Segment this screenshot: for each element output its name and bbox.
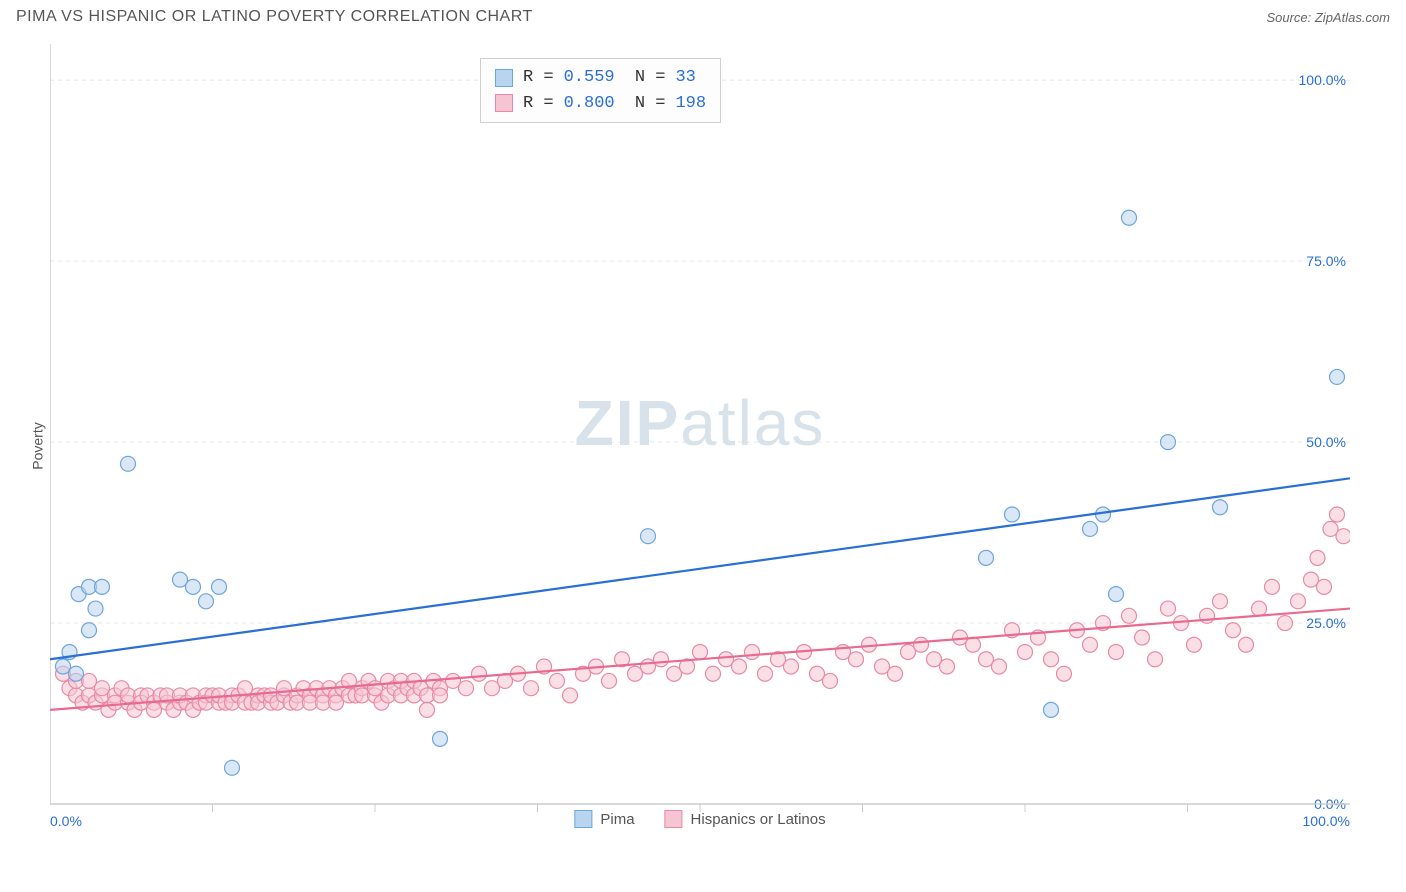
data-point (1291, 594, 1306, 609)
data-point (849, 652, 864, 667)
r-value: 0.800 (564, 91, 615, 117)
swatch-pima (495, 69, 513, 87)
legend-item: Hispanics or Latinos (665, 810, 826, 828)
data-point (654, 652, 669, 667)
data-point (1330, 369, 1345, 384)
data-point (95, 579, 110, 594)
swatch-pima (574, 810, 592, 828)
data-point (745, 645, 760, 660)
data-point (433, 688, 448, 703)
data-point (1135, 630, 1150, 645)
data-point (88, 601, 103, 616)
xtick-label: 100.0% (1303, 813, 1350, 829)
data-point (121, 456, 136, 471)
data-point (1213, 594, 1228, 609)
data-point (823, 673, 838, 688)
data-point (1278, 616, 1293, 631)
data-point (1083, 637, 1098, 652)
legend-label: Pima (600, 811, 634, 828)
ytick-label: 50.0% (1306, 434, 1346, 450)
data-point (602, 673, 617, 688)
data-point (1005, 507, 1020, 522)
data-point (82, 623, 97, 638)
data-point (940, 659, 955, 674)
swatch-hispanic (495, 94, 513, 112)
data-point (563, 688, 578, 703)
data-point (693, 645, 708, 660)
data-point (199, 594, 214, 609)
r-value: 0.559 (564, 65, 615, 91)
n-value: 198 (675, 91, 706, 117)
header: PIMA VS HISPANIC OR LATINO POVERTY CORRE… (0, 0, 1406, 30)
scatter-plot: 0.0%25.0%50.0%75.0%100.0%0.0%100.0% (50, 44, 1350, 834)
data-point (1148, 652, 1163, 667)
data-point (1057, 666, 1072, 681)
data-point (1330, 507, 1345, 522)
swatch-hispanic (665, 810, 683, 828)
trend-line (50, 478, 1350, 659)
legend-item: Pima (574, 810, 634, 828)
chart-area: 0.0%25.0%50.0%75.0%100.0%0.0%100.0% ZIPa… (50, 44, 1350, 834)
stats-row: R = 0.559 N = 33 (495, 65, 706, 91)
data-point (1161, 435, 1176, 450)
data-point (1336, 529, 1350, 544)
data-point (459, 681, 474, 696)
bottom-legend: Pima Hispanics or Latinos (574, 810, 825, 828)
data-point (1018, 645, 1033, 660)
data-point (433, 731, 448, 746)
data-point (979, 550, 994, 565)
data-point (1310, 550, 1325, 565)
legend-label: Hispanics or Latinos (691, 811, 826, 828)
data-point (1044, 702, 1059, 717)
data-point (641, 529, 656, 544)
data-point (212, 579, 227, 594)
ytick-label: 25.0% (1306, 615, 1346, 631)
data-point (1044, 652, 1059, 667)
data-point (1213, 500, 1228, 515)
data-point (1109, 645, 1124, 660)
data-point (1226, 623, 1241, 638)
data-point (1083, 521, 1098, 536)
stats-legend: R = 0.559 N = 33 R = 0.800 N = 198 (480, 58, 721, 123)
data-point (758, 666, 773, 681)
chart-title: PIMA VS HISPANIC OR LATINO POVERTY CORRE… (16, 8, 533, 26)
data-point (966, 637, 981, 652)
data-point (225, 760, 240, 775)
data-point (1109, 587, 1124, 602)
data-point (1239, 637, 1254, 652)
data-point (1122, 210, 1137, 225)
data-point (1122, 608, 1137, 623)
data-point (784, 659, 799, 674)
data-point (524, 681, 539, 696)
y-axis-label: Poverty (30, 422, 46, 469)
data-point (186, 579, 201, 594)
data-point (1317, 579, 1332, 594)
data-point (1265, 579, 1280, 594)
data-point (472, 666, 487, 681)
data-point (420, 702, 435, 717)
data-point (550, 673, 565, 688)
data-point (1161, 601, 1176, 616)
data-point (69, 666, 84, 681)
ytick-label: 75.0% (1306, 253, 1346, 269)
data-point (992, 659, 1007, 674)
data-point (706, 666, 721, 681)
n-value: 33 (675, 65, 695, 91)
stats-row: R = 0.800 N = 198 (495, 91, 706, 117)
data-point (888, 666, 903, 681)
chart-source: Source: ZipAtlas.com (1266, 10, 1390, 25)
data-point (732, 659, 747, 674)
ytick-label: 100.0% (1299, 72, 1346, 88)
data-point (914, 637, 929, 652)
data-point (1187, 637, 1202, 652)
data-point (1252, 601, 1267, 616)
xtick-label: 0.0% (50, 813, 82, 829)
